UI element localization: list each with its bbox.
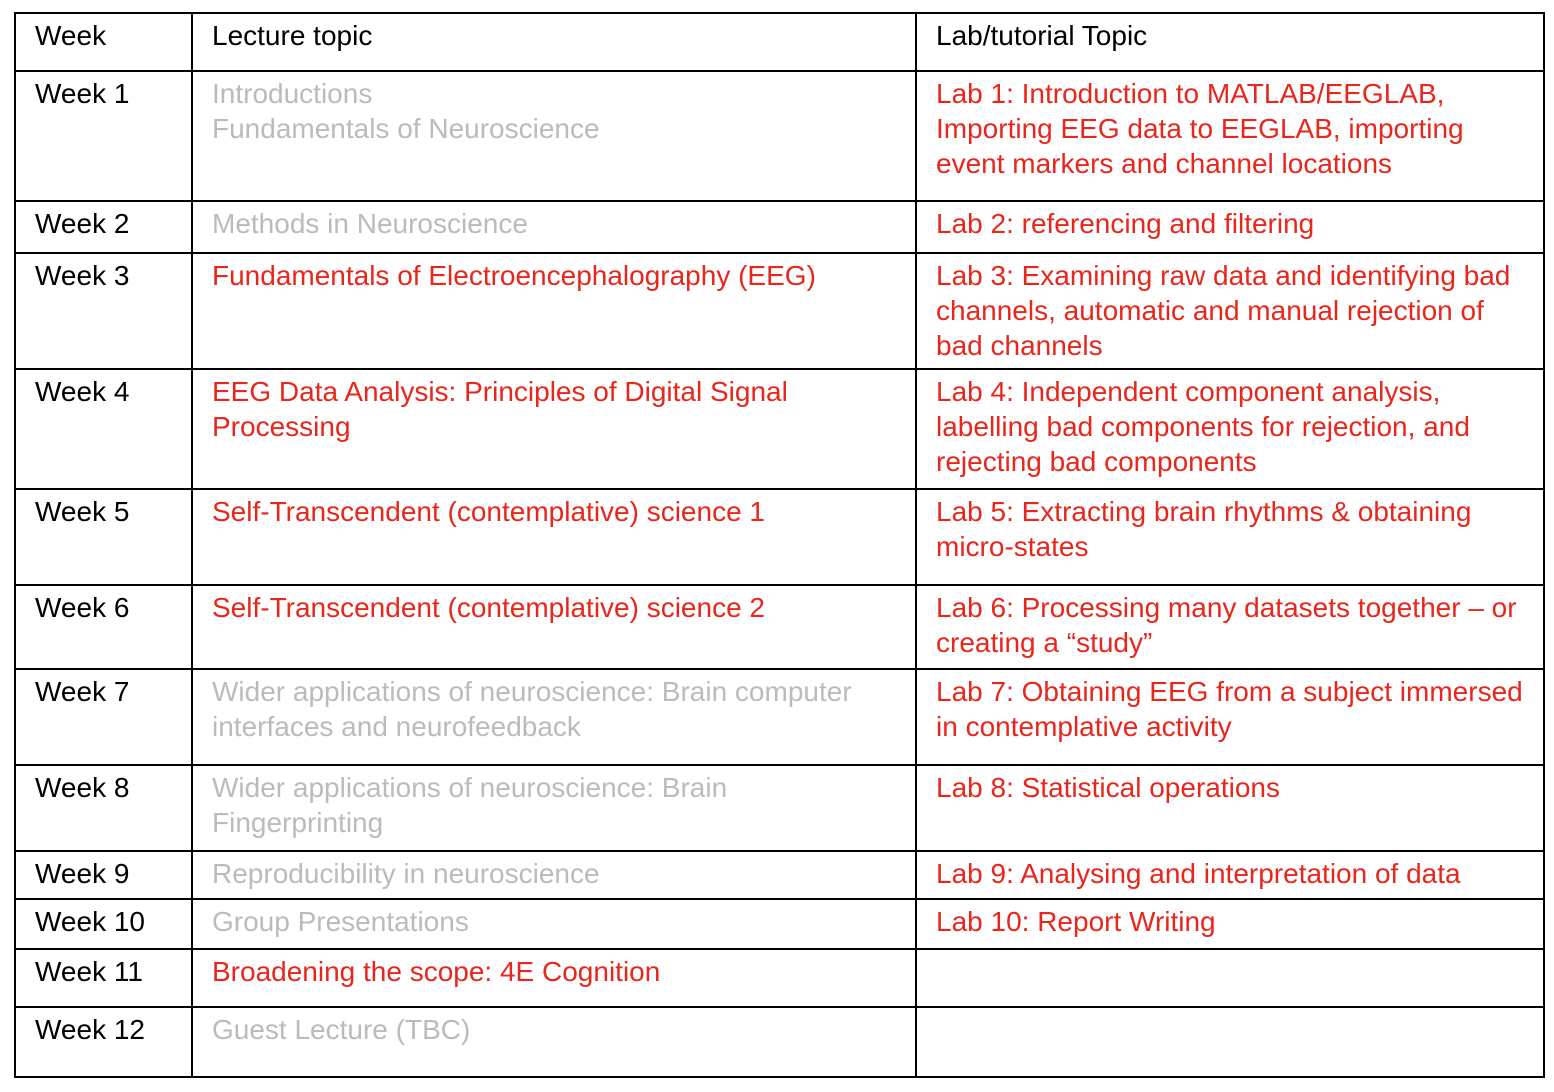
lab-topic-cell: Lab 2: referencing and filtering — [915, 200, 1545, 254]
lab-topic-cell: Lab 8: Statistical operations — [915, 764, 1545, 852]
lab-topic-cell — [915, 948, 1545, 1008]
lab-topic-cell: Lab 10: Report Writing — [915, 898, 1545, 950]
schedule-body: Week Lecture topic Lab/tutorial Topic We… — [14, 12, 1545, 1078]
table-row: Week 5 Self-Transcendent (contemplative) … — [14, 488, 1545, 586]
lecture-topic-cell: Reproducibility in neuroscience — [191, 850, 917, 900]
lecture-topic-line: Methods in Neuroscience — [212, 208, 528, 239]
week-cell: Week 9 — [14, 850, 193, 900]
lecture-topic-line: Self-Transcendent (contemplative) scienc… — [212, 496, 765, 527]
week-cell: Week 5 — [14, 488, 193, 586]
table-row: Week 9 Reproducibility in neuroscience Lab… — [14, 850, 1545, 900]
lab-topic-cell: Lab 3: Examining raw data and identifyin… — [915, 252, 1545, 370]
lecture-topic-line: Fundamentals of Neuroscience — [212, 113, 600, 144]
week-cell: Week 8 — [14, 764, 193, 852]
lecture-topic-line: Guest Lecture (TBC) — [212, 1014, 471, 1045]
lecture-topic-cell: Group Presentations — [191, 898, 917, 950]
lab-topic-cell: Lab 5: Extracting brain rhythms & obtain… — [915, 488, 1545, 586]
week-cell: Week 7 — [14, 668, 193, 766]
header-lab-topic: Lab/tutorial Topic — [915, 12, 1545, 72]
week-cell: Week 4 — [14, 368, 193, 490]
lecture-topic-cell: Self-Transcendent (contemplative) scienc… — [191, 488, 917, 586]
week-cell: Week 6 — [14, 584, 193, 670]
lecture-topic-cell: Wider applications of neuroscience: Brai… — [191, 764, 917, 852]
lab-topic-cell — [915, 1006, 1545, 1078]
table-row: Week 2 Methods in Neuroscience Lab 2: refe… — [14, 200, 1545, 254]
header-week: Week — [14, 12, 193, 72]
week-cell: Week 3 — [14, 252, 193, 370]
lecture-topic-cell: EEG Data Analysis: Principles of Digital… — [191, 368, 917, 490]
table-row: Week 10 Group Presentations Lab 10: Report… — [14, 898, 1545, 950]
table-row: Week 7 Wider applications of neuroscience… — [14, 668, 1545, 766]
lecture-topic-cell: Introductions Fundamentals of Neuroscienc… — [191, 70, 917, 202]
table-row: Week 12 Guest Lecture (TBC) — [14, 1006, 1545, 1078]
lecture-topic-line: Wider applications of neuroscience: Brai… — [212, 772, 728, 838]
table-row: Week 11 Broadening the scope: 4E Cognitio… — [14, 948, 1545, 1008]
table-row: Week 1 Introductions Fundamentals of Neuro… — [14, 70, 1545, 202]
lecture-topic-cell: Self-Transcendent (contemplative) scienc… — [191, 584, 917, 670]
lecture-topic-cell: Broadening the scope: 4E Cognition — [191, 948, 917, 1008]
lecture-topic-line: Broadening the scope: 4E Cognition — [212, 956, 661, 987]
header-lecture-topic: Lecture topic — [191, 12, 917, 72]
table-row: Week 3 Fundamentals of Electroencephalogr… — [14, 252, 1545, 370]
table-row: Week 6 Self-Transcendent (contemplative) … — [14, 584, 1545, 670]
lecture-topic-line: Wider applications of neuroscience: Brai… — [212, 676, 852, 742]
course-schedule-table: Week Lecture topic Lab/tutorial Topic We… — [14, 12, 1545, 1078]
lab-topic-cell: Lab 1: Introduction to MATLAB/EEGLAB, Im… — [915, 70, 1545, 202]
lab-topic-cell: Lab 4: Independent component analysis, l… — [915, 368, 1545, 490]
lecture-topic-line: EEG Data Analysis: Principles of Digital… — [212, 376, 788, 442]
header-row: Week Lecture topic Lab/tutorial Topic — [14, 12, 1545, 72]
lecture-topic-line: Group Presentations — [212, 906, 469, 937]
lecture-topic-cell: Wider applications of neuroscience: Brai… — [191, 668, 917, 766]
table-row: Week 4 EEG Data Analysis: Principles of D… — [14, 368, 1545, 490]
lecture-topic-line: Self-Transcendent (contemplative) scienc… — [212, 592, 765, 623]
week-cell: Week 11 — [14, 948, 193, 1008]
lab-topic-cell: Lab 9: Analysing and interpretation of d… — [915, 850, 1545, 900]
week-cell: Week 2 — [14, 200, 193, 254]
week-cell: Week 1 — [14, 70, 193, 202]
lecture-topic-line: Reproducibility in neuroscience — [212, 858, 600, 889]
lab-topic-cell: Lab 6: Processing many datasets together… — [915, 584, 1545, 670]
table-row: Week 8 Wider applications of neuroscience… — [14, 764, 1545, 852]
lecture-topic-cell: Fundamentals of Electroencephalography (… — [191, 252, 917, 370]
week-cell: Week 10 — [14, 898, 193, 950]
lecture-topic-cell: Methods in Neuroscience — [191, 200, 917, 254]
lab-topic-cell: Lab 7: Obtaining EEG from a subject imme… — [915, 668, 1545, 766]
lecture-topic-cell: Guest Lecture (TBC) — [191, 1006, 917, 1078]
lecture-topic-line: Fundamentals of Electroencephalography (… — [212, 260, 816, 291]
week-cell: Week 12 — [14, 1006, 193, 1078]
lecture-topic-line: Introductions — [212, 78, 373, 109]
